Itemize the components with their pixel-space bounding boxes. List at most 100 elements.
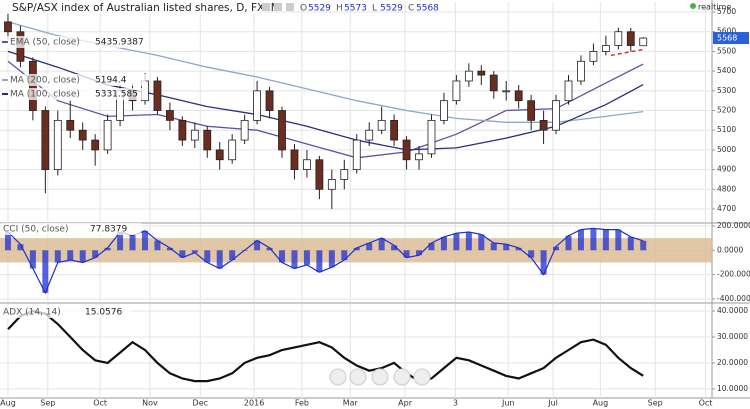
x-tick-label: Mar	[343, 399, 359, 408]
legend-label: EMA (50, close)	[10, 38, 80, 48]
nav-button[interactable]	[329, 368, 347, 386]
y-tick-label: 30.0000	[717, 332, 748, 341]
legend-label: CCI (50, close)	[3, 225, 68, 235]
legend-value: 5331.585	[95, 90, 138, 100]
legend-bg	[1, 223, 141, 235]
cci-bar	[67, 250, 74, 261]
adx-line	[7, 309, 644, 383]
candle-body	[390, 119, 399, 141]
candle-body	[290, 149, 299, 171]
legend-bg	[1, 88, 146, 100]
x-tick-label: Feb	[295, 399, 309, 408]
legend-bg	[1, 36, 146, 48]
cci-bar	[627, 236, 634, 251]
candle-body	[427, 119, 436, 155]
cci-bar	[490, 242, 497, 251]
icon[interactable]	[274, 3, 282, 11]
legend-value: 5194.4	[95, 76, 127, 86]
cci-bar	[602, 229, 609, 251]
status-dot	[690, 3, 696, 9]
cci-bar	[615, 229, 622, 251]
x-tick-label: 2016	[244, 399, 264, 408]
cci-bar	[378, 238, 385, 251]
cci-bar	[316, 250, 323, 273]
candle-body	[253, 90, 261, 121]
icon[interactable]	[262, 3, 270, 11]
realtime-label: realtime	[698, 3, 731, 12]
icon[interactable]	[286, 3, 294, 11]
nav-button[interactable]	[349, 368, 367, 386]
trend-line	[610, 48, 644, 57]
candle-body	[190, 129, 199, 141]
cci-bar	[104, 247, 111, 251]
candle-body	[402, 139, 411, 161]
ohlc-key: C	[408, 4, 414, 14]
cci-bar	[216, 250, 223, 269]
chart-title: S&P/ASX index of Australian listed share…	[12, 2, 280, 14]
y-tick-label: 5500	[717, 46, 736, 55]
ohlc-value: 5568	[416, 4, 439, 14]
candle-body	[240, 119, 249, 141]
cci-bar	[17, 244, 24, 251]
candle-body	[265, 90, 274, 111]
y-tick-label: 5600	[717, 27, 736, 36]
cci-bar	[353, 247, 360, 251]
candle-body	[166, 110, 174, 121]
cci-bar	[191, 250, 198, 253]
candle-body	[365, 129, 374, 141]
nav-button[interactable]	[413, 368, 431, 386]
cci-bar	[416, 250, 423, 256]
nav-button[interactable]	[371, 368, 389, 386]
cci-bar	[590, 228, 597, 251]
x-tick-label: Jun	[501, 399, 515, 408]
cci-bar	[366, 242, 373, 251]
y-tick-label: 5100	[717, 125, 736, 134]
candle-body	[66, 119, 75, 131]
candle-body	[215, 149, 224, 161]
y-tick-label: 5300	[717, 86, 736, 95]
candle-body	[340, 169, 349, 180]
y-tick-label: 10.0000	[717, 384, 748, 393]
nav-button[interactable]	[393, 368, 411, 386]
x-tick-label: Jul	[547, 399, 558, 408]
candle-body	[315, 159, 324, 190]
y-tick-label: 20.0000	[717, 358, 748, 367]
y-tick-label: 5400	[717, 66, 736, 75]
x-tick-label: Sep	[40, 399, 55, 408]
ohlc-key: H	[336, 4, 343, 14]
y-tick-label: 200.0000	[717, 221, 750, 230]
candle-body	[489, 74, 498, 92]
candle-body	[601, 45, 610, 52]
candle-body	[303, 159, 311, 171]
candle-body	[103, 119, 112, 151]
header-bg	[1, 1, 259, 14]
cci-bar	[254, 240, 261, 251]
x-tick-label: Oct	[699, 399, 713, 408]
cci-bar	[403, 250, 410, 258]
y-tick-label: 5000	[717, 145, 736, 154]
legend-label: MA (200, close)	[10, 76, 80, 86]
cci-bar	[465, 232, 472, 251]
candle-body	[464, 70, 473, 82]
cci-bar	[341, 250, 348, 261]
legend-bg	[1, 306, 131, 318]
candle-body	[564, 80, 573, 102]
cci-bar	[577, 229, 584, 251]
cci-bar	[179, 250, 186, 258]
price-tag	[713, 32, 749, 45]
cci-bar	[154, 240, 161, 251]
cci-bar	[440, 236, 447, 251]
candle-body	[452, 80, 461, 102]
y-tick-label: 4700	[717, 204, 736, 213]
ohlc-value: 5529	[308, 4, 331, 14]
cci-line	[7, 227, 644, 295]
cci-bar	[129, 235, 136, 251]
cci-bar	[303, 250, 310, 265]
x-tick-label: Nov	[142, 399, 158, 408]
cci-bar	[478, 234, 485, 251]
cci-bar	[328, 250, 335, 268]
legend-value: 5435.9387	[95, 38, 144, 48]
